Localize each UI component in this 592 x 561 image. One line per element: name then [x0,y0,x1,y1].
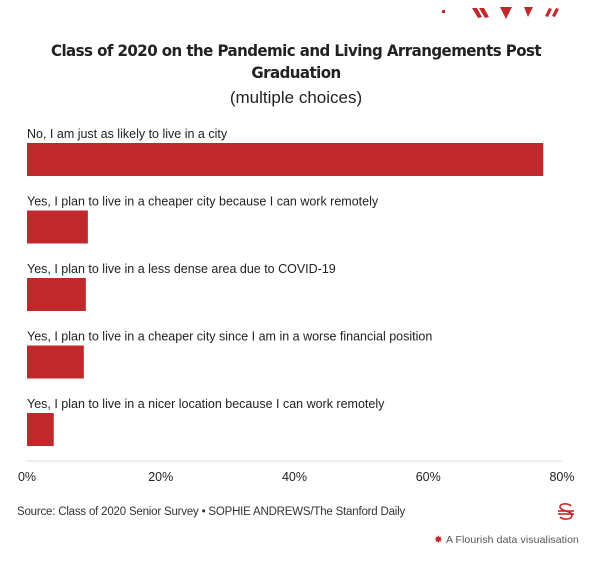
category-label: Yes, I plan to live in a less dense area… [27,262,336,276]
category-label: Yes, I plan to live in a nicer location … [27,397,385,411]
stanford-daily-logo [558,503,574,520]
chart-title-line-1: Class of 2020 on the Pandemic and Living… [50,41,542,60]
chart-subtitle: (multiple choices) [229,88,363,107]
category-label: No, I am just as likely to live in a cit… [27,127,228,141]
bar[interactable] [27,413,54,446]
category-label: Yes, I plan to live in a cheaper city be… [27,195,379,209]
flourish-star-icon: ✸ [434,534,443,546]
x-tick-label: 60% [416,470,441,484]
bar[interactable] [27,345,84,379]
category-label: Yes, I plan to live in a cheaper city si… [27,330,432,344]
x-tick-label: 40% [282,470,307,484]
x-tick-label: 0% [18,470,36,484]
bar[interactable] [27,210,88,244]
chart-title-line-2: Graduation [251,63,341,82]
source-note: Source: Class of 2020 Senior Survey • SO… [17,506,406,518]
x-tick-label: 20% [148,470,173,484]
bar[interactable] [27,278,86,311]
bar[interactable] [27,143,544,176]
x-tick-label: 80% [549,470,574,484]
header-decoration [442,7,559,19]
bar-chart: No, I am just as likely to live in a cit… [18,127,575,484]
flourish-credit-label: A Flourish data visualisation [445,534,579,546]
flourish-credit[interactable]: ✸ A Flourish data visualisation [434,534,579,546]
